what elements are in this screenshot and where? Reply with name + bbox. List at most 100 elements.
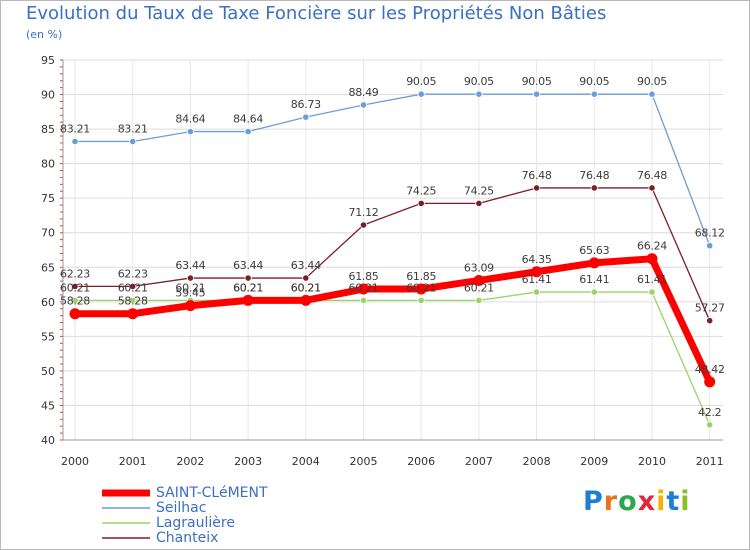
data-label: 60.21 (406, 281, 436, 294)
logo-letter: t (666, 486, 681, 517)
data-label: 90.05 (522, 75, 552, 88)
data-point-saint-clement (358, 283, 369, 295)
data-point-saint-clement (415, 283, 427, 295)
logo-letter: i (656, 486, 667, 517)
data-label: 74.25 (406, 184, 436, 197)
data-point-lagrauliere (129, 296, 137, 304)
data-label: 84.64 (233, 113, 263, 126)
data-label: 42.2 (698, 406, 721, 419)
legend-swatch-chanteix (102, 537, 150, 539)
legend-item-chanteix: Chanteix (100, 529, 268, 546)
logo-letter: o (618, 486, 638, 517)
data-point-saint-clement (300, 294, 312, 306)
data-point-saint-clement (473, 274, 485, 286)
x-tick-label: 2005 (350, 455, 378, 468)
plot-area (63, 60, 723, 440)
data-point-chanteix (475, 199, 483, 207)
data-label: 88.49 (349, 86, 379, 99)
legend-item-saint-clement: SAINT-CLéMENT (100, 485, 268, 501)
data-point-seilhac (302, 113, 310, 121)
data-label: 63.44 (291, 259, 321, 272)
data-label: 63.44 (175, 259, 205, 272)
data-point-saint-clement (646, 253, 658, 265)
data-label: 61.41 (637, 273, 667, 286)
legend-label: Chanteix (156, 529, 219, 546)
legend-swatch-lagrauliere (102, 522, 150, 524)
data-label: 58.28 (60, 295, 90, 308)
data-point-saint-clement (184, 300, 196, 312)
legend-label: Lagraulière (156, 514, 235, 531)
data-label: 63.44 (233, 259, 263, 272)
line-chart: 40 45 50 55 60 65 70 75 80 85 90 95 2000 2001 2002 2003… (41, 54, 725, 468)
data-point-seilhac (244, 127, 252, 136)
logo-letter: i (680, 486, 691, 517)
data-label: 60.21 (233, 281, 263, 294)
data-label: 90.05 (579, 75, 609, 88)
data-point-chanteix (302, 274, 310, 282)
data-label: 60.21 (291, 281, 321, 294)
data-label: 68.12 (695, 227, 725, 240)
data-label: 83.21 (60, 122, 90, 135)
x-tick-label: 2010 (638, 455, 666, 468)
data-point-seilhac (590, 90, 598, 98)
data-label: 90.05 (406, 75, 436, 88)
data-label: 61.85 (406, 270, 436, 283)
chart-title: Evolution du Taux de Taxe Foncière sur l… (26, 3, 607, 24)
data-label: 76.48 (637, 169, 667, 182)
y-tick-label: 50 (41, 365, 55, 378)
legend-item-lagrauliere: Lagraulière (100, 514, 268, 531)
series-line-lagrauliere (74, 291, 711, 426)
series-line-chanteix (74, 187, 711, 322)
data-label: 90.05 (464, 75, 494, 88)
logo-letter: x (637, 486, 657, 517)
data-label: 63.09 (464, 261, 494, 274)
data-point-saint-clement (69, 308, 81, 320)
x-tick-label: 2009 (580, 455, 608, 468)
y-tick-label: 75 (41, 192, 55, 205)
data-point-chanteix (359, 221, 368, 229)
x-tick-label: 2000 (61, 455, 89, 468)
data-label: 64.35 (522, 253, 552, 266)
series-line-seilhac (74, 93, 711, 247)
x-tick-label: 2002 (176, 455, 204, 468)
data-point-saint-clement (704, 376, 716, 388)
data-label: 62.23 (118, 267, 148, 280)
data-point-seilhac (186, 127, 194, 136)
x-tick-label: 2008 (523, 455, 551, 468)
x-tick-label: 2001 (119, 455, 147, 468)
x-tick-label: 2007 (465, 455, 493, 468)
data-label: 66.24 (637, 240, 667, 253)
y-tick-label: 45 (41, 399, 55, 412)
data-point-seilhac (417, 90, 425, 98)
y-tick-label: 40 (41, 434, 55, 447)
data-point-chanteix (706, 317, 714, 325)
data-point-seilhac (706, 242, 714, 250)
proxiti-logo: Proxiti (583, 486, 691, 517)
y-tick-label: 65 (41, 261, 55, 274)
data-point-seilhac (129, 137, 137, 146)
data-label: 65.63 (579, 244, 609, 257)
data-label: 61.41 (522, 273, 552, 286)
data-label: 48.42 (695, 363, 725, 376)
data-label: 60.21 (349, 281, 379, 294)
data-label: 74.25 (464, 184, 494, 197)
x-tick-label: 2003 (234, 455, 262, 468)
data-point-lagrauliere (359, 296, 368, 304)
data-point-saint-clement (531, 266, 543, 278)
data-label: 60.21 (291, 281, 321, 294)
data-label: 71.12 (349, 206, 379, 219)
y-tick-label: 55 (41, 330, 55, 343)
data-label: 76.48 (579, 169, 609, 182)
data-label: 86.73 (291, 98, 321, 111)
data-label: 61.41 (579, 273, 609, 286)
legend-swatch-saint-clement (102, 489, 150, 497)
data-label: 90.05 (637, 75, 667, 88)
data-label: 57.27 (695, 302, 725, 315)
data-label: 60.21 (118, 281, 148, 294)
data-point-chanteix (244, 274, 252, 282)
legend-swatch-seilhac (102, 507, 150, 509)
legend: SAINT-CLéMENT Seilhac Lagraulière Chante… (100, 485, 268, 546)
data-label: 60.21 (175, 281, 205, 294)
data-point-lagrauliere (648, 288, 656, 296)
data-point-chanteix (71, 282, 79, 291)
